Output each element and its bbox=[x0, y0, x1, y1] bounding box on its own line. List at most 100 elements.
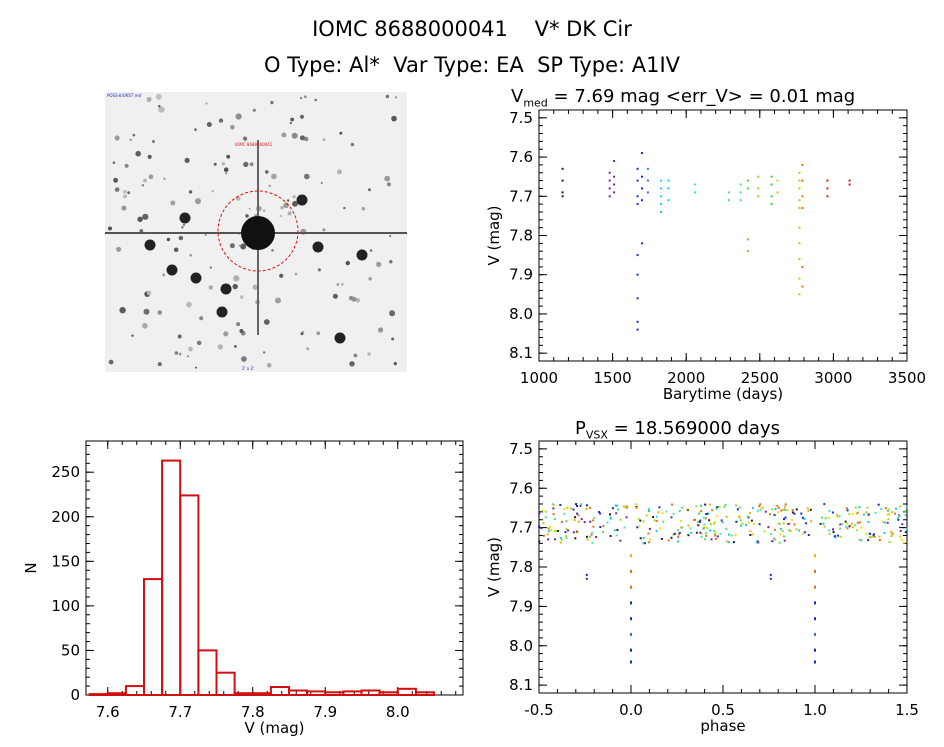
data-point bbox=[891, 533, 894, 536]
data-point bbox=[778, 541, 781, 544]
data-point bbox=[613, 160, 616, 162]
data-point bbox=[642, 542, 645, 545]
data-point bbox=[544, 510, 547, 513]
data-point bbox=[615, 512, 618, 515]
data-point bbox=[554, 530, 557, 532]
data-point bbox=[659, 527, 662, 530]
data-point bbox=[834, 536, 837, 539]
data-point bbox=[845, 507, 848, 510]
data-point bbox=[867, 539, 870, 541]
data-point bbox=[712, 522, 715, 525]
data-point bbox=[801, 179, 804, 182]
data-point bbox=[866, 506, 869, 509]
data-point bbox=[776, 191, 779, 194]
data-point bbox=[725, 540, 728, 543]
x-tick-label: 8.0 bbox=[386, 703, 410, 721]
data-point bbox=[798, 199, 801, 202]
data-point bbox=[593, 516, 596, 519]
data-point bbox=[649, 538, 651, 541]
data-point bbox=[611, 507, 614, 510]
data-point bbox=[565, 537, 568, 540]
data-point bbox=[706, 526, 709, 529]
histogram-bar bbox=[324, 691, 345, 696]
data-point bbox=[851, 513, 854, 516]
y-tick-label: 8.1 bbox=[509, 344, 533, 362]
data-point bbox=[705, 534, 708, 537]
data-point bbox=[636, 167, 639, 170]
y-tick-label: 7.9 bbox=[509, 597, 533, 615]
data-point bbox=[641, 242, 643, 245]
data-point bbox=[700, 532, 703, 535]
data-point bbox=[801, 195, 804, 198]
data-point bbox=[778, 522, 781, 525]
data-point bbox=[858, 538, 861, 541]
data-point bbox=[704, 503, 707, 506]
data-point bbox=[616, 529, 619, 531]
data-point bbox=[624, 505, 627, 508]
data-point bbox=[699, 531, 702, 534]
x-tick-label: 7.7 bbox=[168, 703, 192, 721]
data-point bbox=[680, 520, 683, 522]
data-point bbox=[641, 199, 643, 202]
histogram-bar bbox=[88, 693, 109, 696]
data-point bbox=[670, 516, 673, 519]
data-point bbox=[798, 258, 801, 260]
data-point bbox=[667, 179, 670, 182]
data-point bbox=[580, 503, 583, 506]
data-point bbox=[838, 515, 841, 518]
data-point bbox=[542, 522, 545, 525]
data-point bbox=[783, 518, 785, 521]
data-point bbox=[801, 163, 804, 166]
data-point bbox=[751, 506, 754, 509]
y-tick-label: 200 bbox=[51, 508, 80, 526]
data-point bbox=[758, 505, 761, 508]
histogram-bar bbox=[288, 689, 309, 696]
data-point bbox=[806, 507, 809, 510]
data-point bbox=[564, 531, 567, 534]
data-point bbox=[700, 535, 703, 538]
eclipse-point bbox=[814, 648, 816, 652]
data-point bbox=[872, 533, 875, 536]
data-point bbox=[795, 528, 798, 531]
data-point bbox=[774, 538, 777, 541]
eclipse-point bbox=[630, 554, 632, 558]
data-point bbox=[625, 516, 628, 519]
data-point bbox=[609, 516, 612, 519]
data-point bbox=[747, 521, 750, 524]
data-point bbox=[613, 183, 616, 186]
data-point bbox=[747, 179, 749, 182]
data-point bbox=[721, 521, 724, 524]
data-point bbox=[886, 521, 889, 524]
data-point bbox=[673, 532, 676, 535]
data-point bbox=[585, 508, 588, 510]
data-point bbox=[636, 297, 639, 300]
data-point bbox=[602, 525, 605, 528]
data-point bbox=[646, 179, 649, 182]
data-point bbox=[784, 516, 787, 519]
histogram-bar bbox=[179, 494, 200, 696]
data-point bbox=[697, 521, 700, 523]
data-point bbox=[730, 534, 733, 537]
data-point bbox=[738, 506, 741, 509]
data-point bbox=[904, 510, 907, 513]
data-point bbox=[694, 191, 696, 194]
data-point bbox=[602, 531, 605, 534]
eclipse-point bbox=[814, 601, 816, 605]
data-point bbox=[880, 508, 883, 511]
data-point bbox=[839, 523, 842, 526]
data-point bbox=[686, 508, 689, 511]
data-point bbox=[639, 519, 642, 522]
data-point bbox=[608, 171, 611, 174]
data-point bbox=[832, 531, 835, 534]
data-point bbox=[862, 513, 865, 516]
data-point bbox=[660, 211, 663, 213]
data-point bbox=[768, 513, 771, 516]
data-point bbox=[807, 510, 810, 513]
data-point bbox=[755, 541, 758, 544]
data-point bbox=[739, 183, 742, 186]
data-point bbox=[848, 525, 851, 528]
y-tick-label: 150 bbox=[51, 552, 80, 570]
y-axis-label: V (mag) bbox=[485, 537, 503, 597]
data-point bbox=[544, 516, 547, 519]
data-point bbox=[715, 507, 718, 510]
